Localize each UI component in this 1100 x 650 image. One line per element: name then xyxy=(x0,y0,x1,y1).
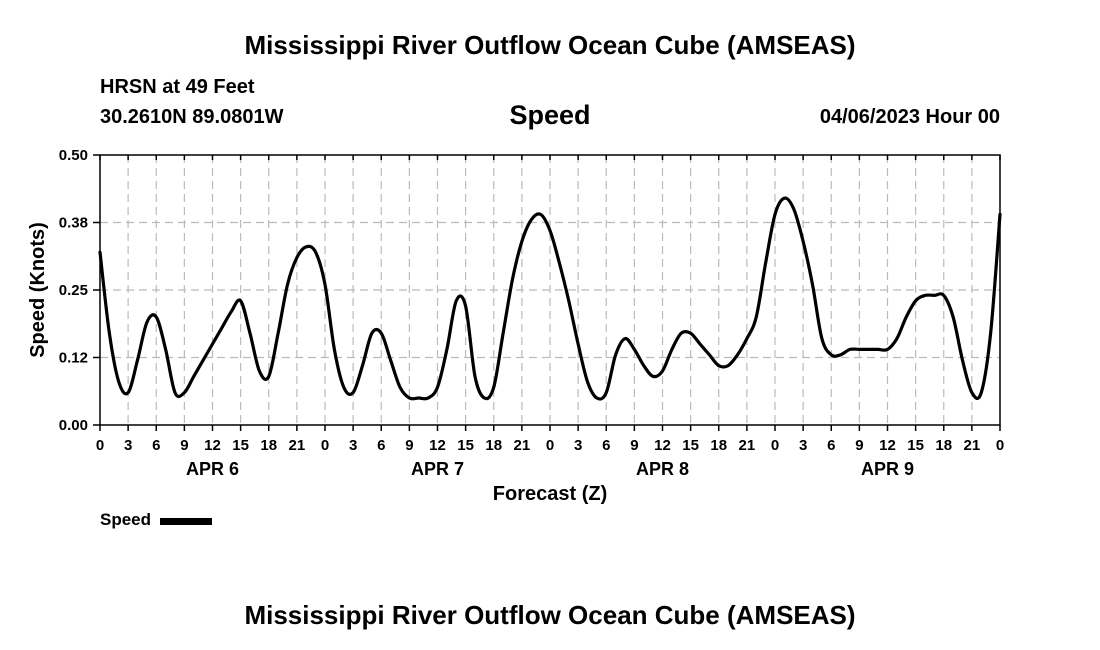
x-tick-label: 15 xyxy=(232,437,249,454)
day-labels: APR 6 APR 7 APR 8 APR 9 xyxy=(186,459,914,479)
x-tick-label: 6 xyxy=(152,437,160,454)
x-tick-label: 12 xyxy=(204,437,221,454)
x-tick-label: 21 xyxy=(964,437,981,454)
y-tick-label: 0.38 xyxy=(59,215,88,232)
axis-ticks xyxy=(93,154,1001,431)
y-tick-labels: 0.00 0.12 0.25 0.38 0.50 xyxy=(59,147,88,434)
x-tick-label: 6 xyxy=(602,437,610,454)
station-label: HRSN at 49 Feet xyxy=(100,76,255,98)
footer-title: Mississippi River Outflow Ocean Cube (AM… xyxy=(244,600,856,630)
x-tick-label: 18 xyxy=(710,437,727,454)
timestamp-label: 04/06/2023 Hour 00 xyxy=(819,106,1000,128)
day-label: APR 7 xyxy=(411,459,464,479)
day-label: APR 8 xyxy=(636,459,689,479)
speed-series-line xyxy=(98,196,1002,401)
x-tick-label: 9 xyxy=(180,437,188,454)
x-tick-label: 9 xyxy=(405,437,413,454)
x-tick-label: 12 xyxy=(429,437,446,454)
x-tick-label: 15 xyxy=(907,437,924,454)
x-tick-label: 3 xyxy=(574,437,582,454)
y-tick-label: 0.50 xyxy=(59,147,88,164)
x-tick-label: 18 xyxy=(935,437,952,454)
y-tick-label: 0.12 xyxy=(59,350,88,367)
x-tick-label: 12 xyxy=(879,437,896,454)
y-tick-label: 0.25 xyxy=(59,282,88,299)
x-tick-label: 15 xyxy=(457,437,474,454)
legend-swatch xyxy=(160,518,212,525)
legend-label: Speed xyxy=(100,510,152,529)
day-label: APR 9 xyxy=(861,459,914,479)
x-tick-label: 3 xyxy=(349,437,357,454)
x-tick-label: 9 xyxy=(855,437,863,454)
x-tick-label: 3 xyxy=(799,437,807,454)
x-tick-label: 18 xyxy=(485,437,502,454)
x-tick-label: 3 xyxy=(124,437,132,454)
x-tick-label: 6 xyxy=(827,437,835,454)
x-tick-label: 6 xyxy=(377,437,385,454)
y-axis-label: Speed (Knots) xyxy=(27,222,49,358)
x-tick-label: 0 xyxy=(96,437,104,454)
coordinates-label: 30.2610N 89.0801W xyxy=(100,106,284,128)
x-tick-labels: 0 3 6 9 12 15 18 21 0 3 6 9 12 15 18 21 0 3 6 9 12 15 18 21 0 3 6 9… xyxy=(96,437,1004,454)
x-tick-label: 0 xyxy=(546,437,554,454)
x-axis-label: Forecast (Z) xyxy=(493,483,607,505)
y-tick-label: 0.00 xyxy=(59,417,88,434)
grid-lines xyxy=(100,155,1000,425)
chart-title: Mississippi River Outflow Ocean Cube (AM… xyxy=(244,30,856,60)
x-tick-label: 9 xyxy=(630,437,638,454)
day-label: APR 6 xyxy=(186,459,239,479)
x-tick-label: 0 xyxy=(996,437,1004,454)
x-tick-label: 0 xyxy=(771,437,779,454)
x-tick-label: 18 xyxy=(260,437,277,454)
x-tick-label: 21 xyxy=(514,437,531,454)
x-tick-label: 15 xyxy=(682,437,699,454)
x-tick-label: 21 xyxy=(289,437,306,454)
x-tick-label: 0 xyxy=(321,437,329,454)
variable-title: Speed xyxy=(509,100,591,130)
x-tick-label: 12 xyxy=(654,437,671,454)
x-tick-label: 21 xyxy=(739,437,756,454)
